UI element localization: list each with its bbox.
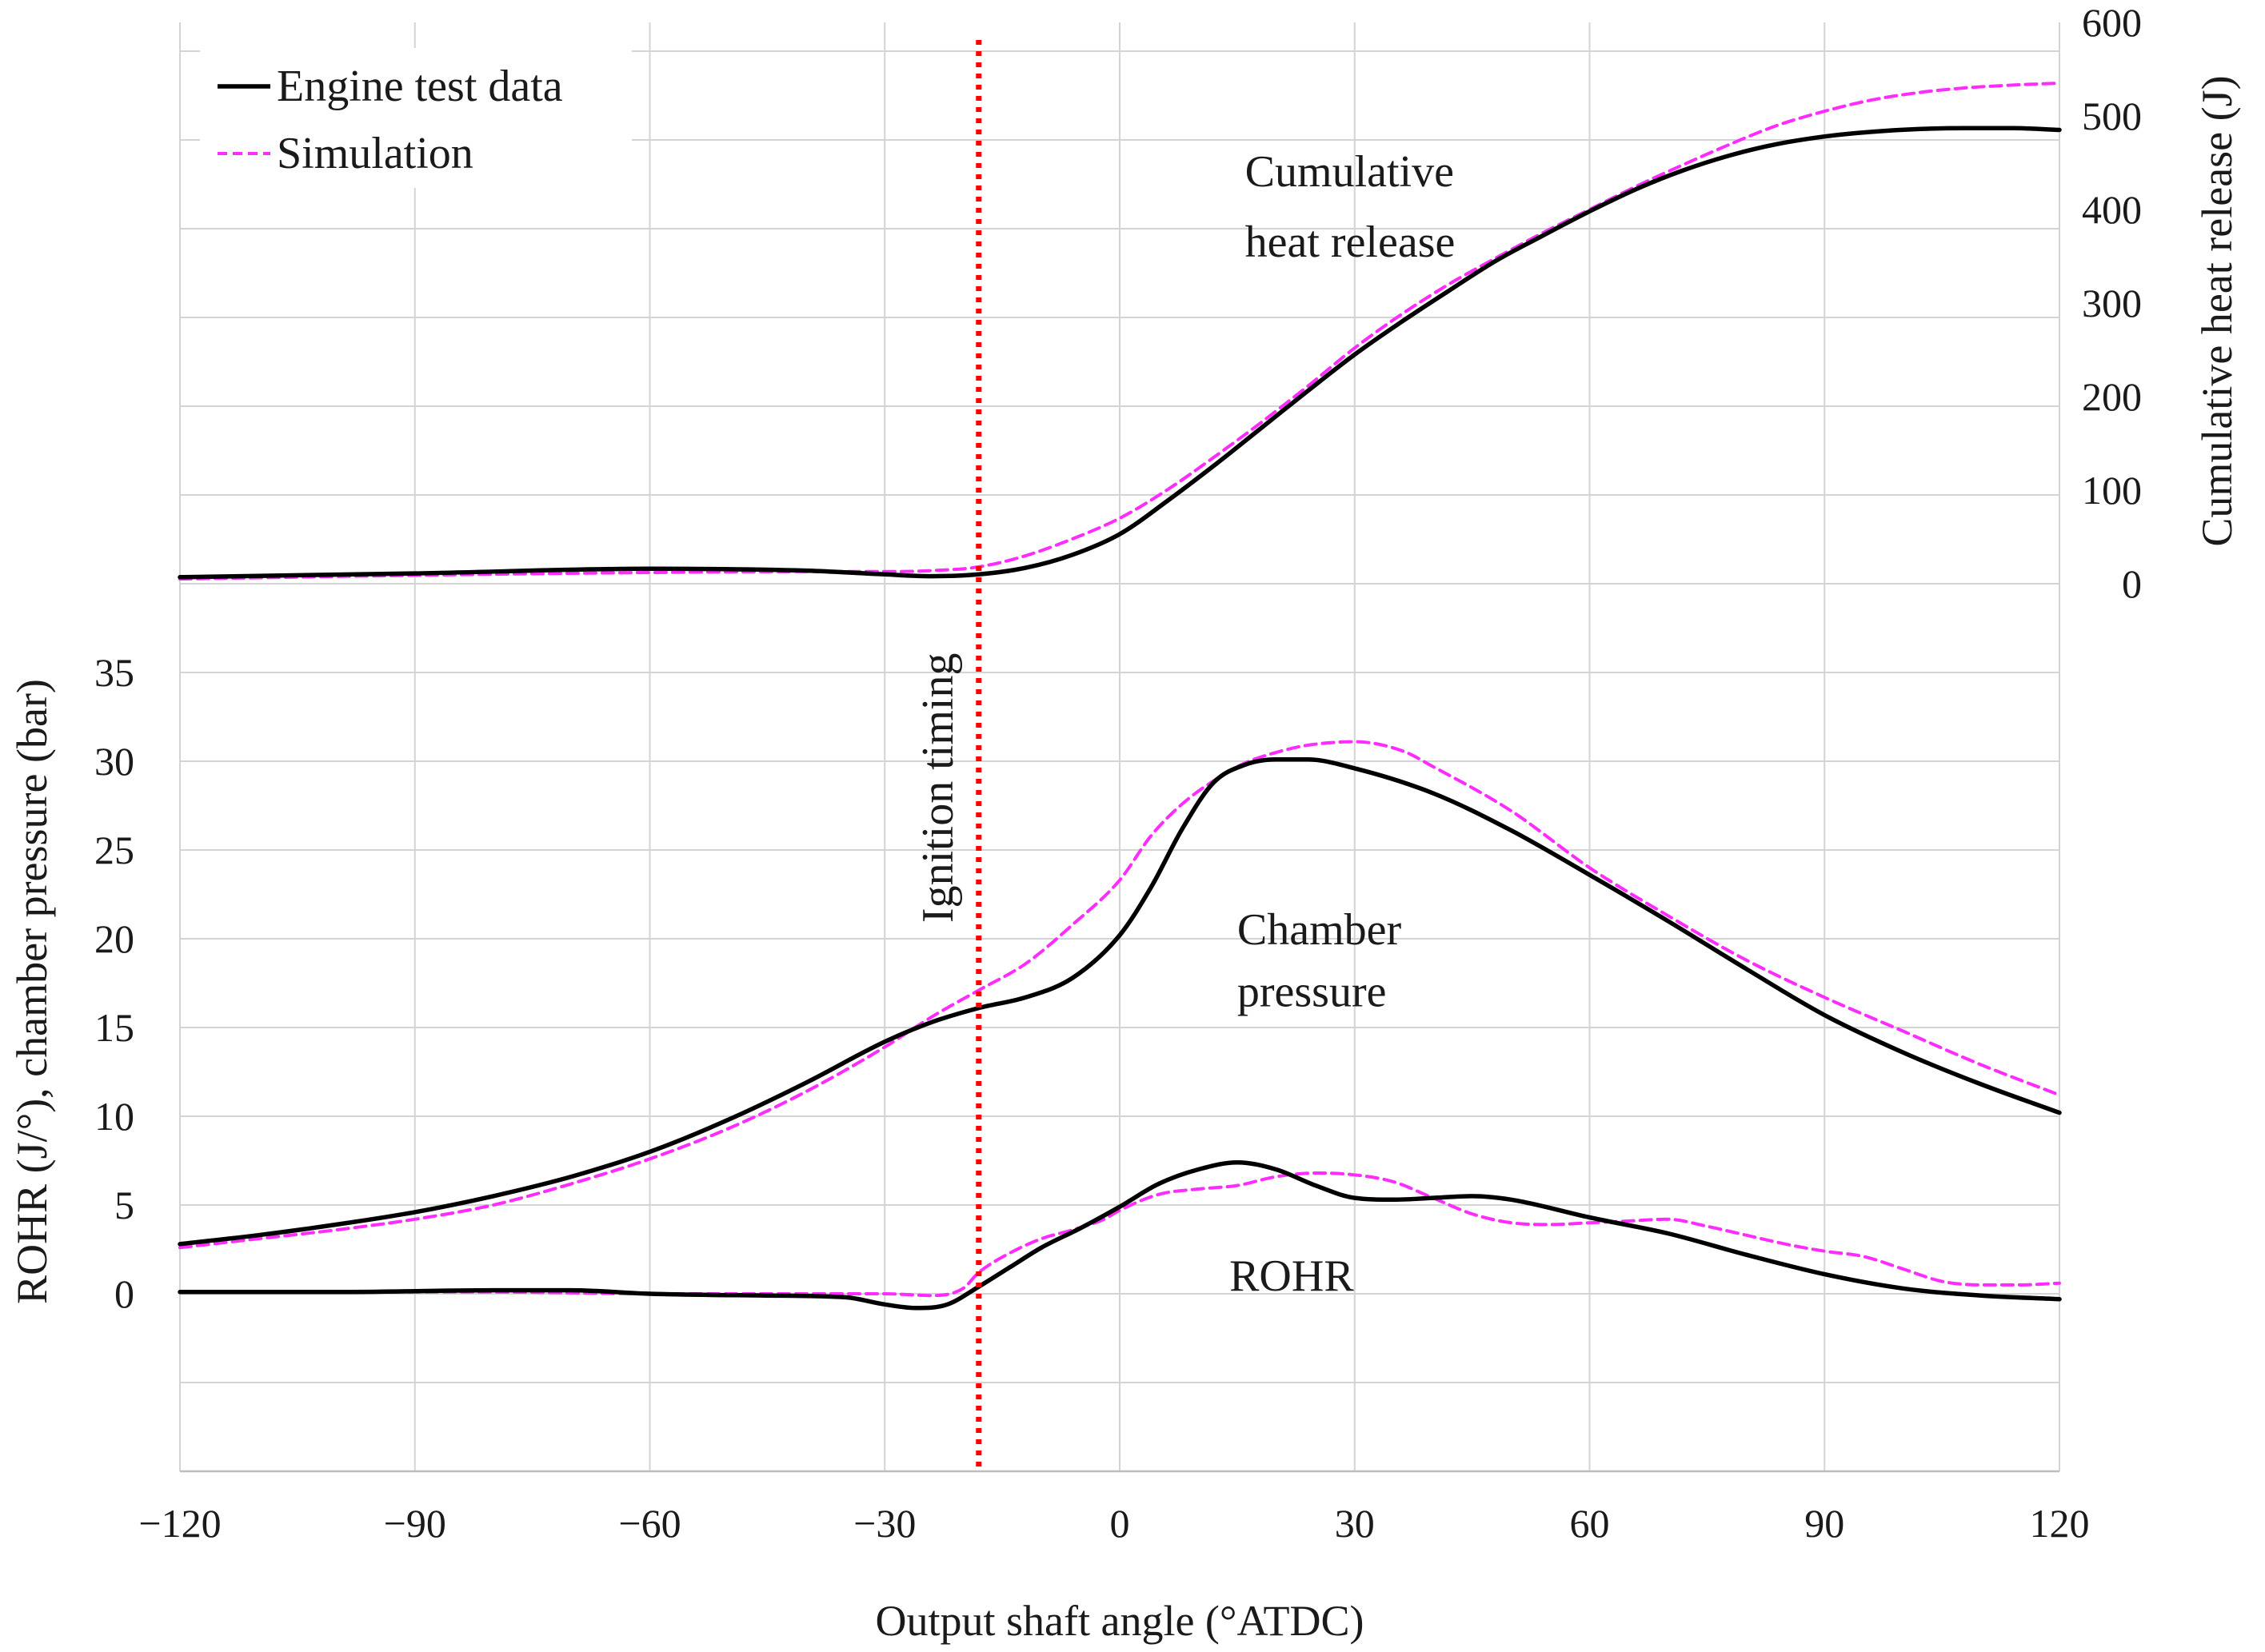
left-y-axis-title: ROHR (J/°), chamber pressure (bar) [8,679,56,1304]
x-tick-label: −30 [853,1501,916,1546]
left-y-tick-label: 10 [94,1094,134,1139]
right-y-tick-label: 400 [2082,187,2142,232]
annotation-rohr: ROHR [1229,1251,1354,1301]
legend: Engine test data Simulation [200,48,632,188]
series-group [178,82,2062,1311]
series-line-rohr-engine-test-data [178,1159,2062,1311]
left-y-tick-label: 5 [114,1183,134,1227]
series-line-chamber-pressure-engine-test-data [178,757,2062,1247]
legend-background [200,48,632,188]
annotation-cumulative: Cumulative [1245,147,1454,197]
left-y-tick-label: 15 [94,1005,134,1050]
left-y-tick-label: 30 [94,739,134,784]
right-y-axis-title: Cumulative heat release (J) [2193,75,2241,546]
annotations: Cumulative heat release Chamber pressure ROH… [1229,147,1455,1301]
series-line-chamber-pressure-simulation [178,740,2061,1250]
axis-ticks: −120 −90 −60 −30 0 30 60 90 120 0 5 10 15 20 25 30 35 0 10… [94,0,2142,1546]
annotation-chamber: Chamber [1237,905,1402,955]
right-y-tick-label: 200 [2082,374,2142,419]
right-y-tick-label: 0 [2122,561,2142,606]
x-tick-label: −120 [138,1501,221,1546]
legend-label-simulation: Simulation [277,129,473,178]
series-line-rohr-simulation [178,1171,2061,1298]
right-y-tick-label: 100 [2082,468,2142,513]
x-axis-title: Output shaft angle (°ATDC) [876,1597,1364,1645]
grid [179,22,2060,1472]
right-y-tick-label: 300 [2082,281,2142,325]
legend-label-engine-test-data: Engine test data [277,62,563,111]
x-tick-label: 120 [2030,1501,2090,1546]
x-tick-label: 0 [1110,1501,1130,1546]
left-y-tick-label: 35 [94,650,134,695]
right-y-tick-label: 600 [2082,0,2142,45]
x-tick-label: −60 [618,1501,681,1546]
series-line-cumulative-heat-release-engine-test-data [178,126,2062,580]
annotation-pressure: pressure [1237,968,1387,1017]
ignition-timing-marker: Ignition timing [913,40,982,1471]
annotation-heat-release: heat release [1245,217,1456,267]
left-y-tick-label: 25 [94,828,134,872]
left-y-tick-label: 0 [114,1271,134,1316]
x-tick-label: 60 [1570,1501,1610,1546]
left-y-tick-label: 20 [94,916,134,961]
right-y-tick-label: 500 [2082,94,2142,138]
x-tick-label: −90 [384,1501,446,1546]
ignition-timing-label: Ignition timing [913,653,963,924]
x-tick-label: 90 [1804,1501,1844,1546]
x-tick-label: 30 [1335,1501,1375,1546]
